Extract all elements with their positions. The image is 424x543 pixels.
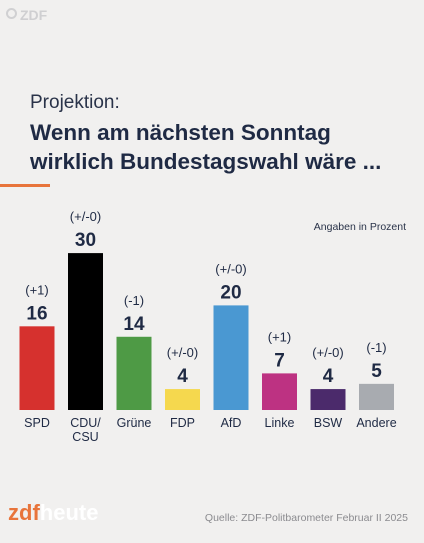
zdf-watermark: ZDF	[20, 7, 48, 23]
category-label-afd: AfD	[221, 416, 242, 430]
value-label-linke: 7	[274, 350, 285, 371]
bar-afd	[213, 305, 249, 410]
bar-fdp	[165, 389, 200, 410]
category-label-cdu-csu-2: CSU	[72, 430, 98, 444]
source-note: Quelle: ZDF-Politbarometer Februar II 20…	[204, 512, 408, 524]
category-label-andere: Andere	[356, 416, 396, 430]
value-label-spd: 16	[26, 303, 47, 324]
category-label-linke: Linke	[265, 416, 295, 430]
bar-spd	[19, 326, 55, 410]
bar-cdu-csu	[68, 253, 103, 410]
chart-kicker: Projektion:	[30, 92, 120, 113]
category-label-bsw: BSW	[314, 416, 343, 430]
units-note: Angaben in Prozent	[313, 221, 406, 233]
zdfheute-logo: zdfheute	[8, 500, 98, 526]
value-label-andere: 5	[371, 361, 382, 382]
value-label-cdu-csu: 30	[75, 230, 96, 251]
bar-grüne	[116, 336, 152, 410]
value-label-bsw: 4	[323, 366, 334, 387]
change-label-spd: (+1)	[25, 282, 48, 297]
category-label-grüne: Grüne	[117, 416, 152, 430]
category-label-fdp: FDP	[170, 416, 195, 430]
change-label-afd: (+/-0)	[215, 261, 246, 276]
brand-part-zdf: zdf	[8, 500, 40, 525]
change-label-bsw: (+/-0)	[312, 345, 343, 360]
change-label-grüne: (-1)	[124, 293, 144, 308]
category-label-cdu-csu-1: CDU/	[70, 416, 101, 430]
bar-linke	[262, 373, 297, 410]
change-label-linke: (+1)	[268, 329, 291, 344]
change-label-fdp: (+/-0)	[167, 345, 198, 360]
brand-part-heute: heute	[39, 500, 99, 525]
bar-bsw	[310, 389, 346, 410]
value-label-grüne: 14	[123, 314, 145, 335]
change-label-andere: (-1)	[366, 340, 386, 355]
bar-andere	[359, 383, 394, 410]
value-label-fdp: 4	[177, 366, 188, 387]
zdf-logo-icon	[6, 8, 17, 19]
chart-title: Wenn am nächsten Sonntag wirklich Bundes…	[30, 120, 382, 174]
category-label-spd: SPD	[24, 416, 50, 430]
accent-divider	[0, 184, 50, 187]
change-label-cdu-csu: (+/-0)	[70, 209, 101, 224]
value-label-afd: 20	[220, 282, 241, 303]
